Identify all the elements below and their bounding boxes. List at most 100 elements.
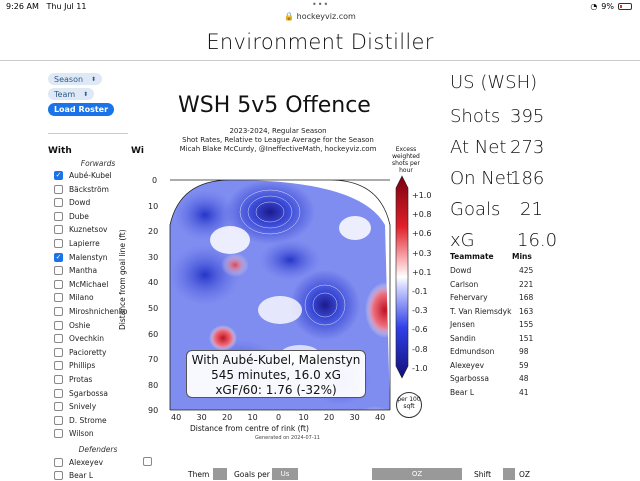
forward-row[interactable]: ✓ Malenstyn bbox=[54, 252, 108, 263]
summary-overlay: With Aubé-Kubel, Malenstyn 545 minutes, … bbox=[186, 350, 366, 398]
without-checkbox[interactable] bbox=[143, 457, 152, 466]
colorbar-tick-label: +0.6 bbox=[412, 229, 432, 239]
player-checkbox[interactable] bbox=[54, 458, 63, 467]
per-100-sqft-badge: per 100 sqft bbox=[396, 392, 422, 418]
overlay-line-2: 545 minutes, 16.0 xG bbox=[211, 368, 341, 382]
x-tick-label: 20 bbox=[222, 413, 233, 422]
url-bar[interactable]: 🔒 hockeyviz.com bbox=[0, 12, 640, 24]
teammate-mins: 163 bbox=[519, 306, 534, 316]
generated-date: Generated on 2024-07-11 bbox=[255, 435, 320, 441]
player-checkbox[interactable] bbox=[54, 429, 63, 439]
forward-row[interactable]: Snively bbox=[54, 401, 96, 412]
player-checkbox[interactable] bbox=[54, 266, 63, 276]
y-tick-label: 80 bbox=[148, 380, 159, 390]
teammate-mins: 41 bbox=[519, 387, 529, 397]
ios-status-bar: 9:26 AM Thu Jul 11 ••• ◔ 9% bbox=[0, 0, 640, 12]
player-name: Phillips bbox=[69, 361, 96, 371]
stat-value: 186 bbox=[510, 168, 545, 189]
forward-row[interactable]: Lapierre bbox=[54, 238, 100, 249]
player-checkbox[interactable]: ✓ bbox=[54, 252, 63, 262]
colorbar-tick-label: +0.1 bbox=[412, 267, 432, 277]
player-checkbox[interactable] bbox=[54, 320, 63, 330]
forward-row[interactable]: ✓ Aubé-Kubel bbox=[54, 170, 112, 181]
colorbar-tick-label: +0.3 bbox=[412, 248, 432, 258]
forward-row[interactable]: Bäckström bbox=[54, 184, 109, 195]
forward-row[interactable]: Phillips bbox=[54, 360, 95, 371]
player-checkbox[interactable] bbox=[54, 307, 63, 316]
team-select[interactable]: Team ⬍ bbox=[48, 88, 95, 100]
left-divider bbox=[48, 133, 128, 134]
player-checkbox[interactable] bbox=[54, 211, 63, 221]
bottom-controls: Them Goals per Us OZ Shift OZ bbox=[0, 466, 640, 480]
shift-toggle[interactable] bbox=[503, 468, 515, 480]
season-select[interactable]: Season ⬍ bbox=[48, 73, 103, 85]
player-checkbox[interactable] bbox=[54, 361, 63, 371]
us-toggle[interactable]: Us bbox=[272, 468, 298, 480]
player-name: Mantha bbox=[69, 266, 98, 276]
team-label: US (WSH) bbox=[450, 72, 538, 93]
player-name: Ovechkin bbox=[69, 334, 105, 344]
forward-row[interactable]: Kuznetsov bbox=[54, 224, 107, 235]
forward-row[interactable]: McMichael bbox=[54, 279, 108, 290]
shift-label: Shift bbox=[474, 470, 492, 479]
forward-row[interactable]: Miroshnichenko bbox=[54, 306, 127, 317]
multitask-dots[interactable]: ••• bbox=[312, 0, 330, 9]
y-tick-label: 30 bbox=[148, 252, 159, 262]
lock-icon: 🔒 bbox=[284, 12, 295, 21]
player-checkbox[interactable] bbox=[54, 225, 63, 235]
x-tick-label: 40 bbox=[171, 413, 182, 422]
stat-label: At Net bbox=[450, 137, 507, 158]
forward-row[interactable]: Protas bbox=[54, 374, 92, 385]
with-header: With bbox=[48, 146, 72, 156]
forward-row[interactable]: Oshie bbox=[54, 320, 90, 331]
forward-row[interactable]: Dube bbox=[54, 211, 89, 222]
player-checkbox[interactable] bbox=[54, 279, 63, 289]
player-checkbox[interactable] bbox=[54, 415, 63, 425]
chart-subtitle-3: Micah Blake McCurdy, @IneffectiveMath, h… bbox=[179, 145, 377, 153]
player-checkbox[interactable] bbox=[54, 293, 63, 303]
forward-row[interactable]: Mantha bbox=[54, 265, 97, 276]
forward-row[interactable]: Wilson bbox=[54, 428, 94, 439]
title-divider bbox=[0, 60, 640, 61]
colorbar-tick-label: -0.1 bbox=[412, 287, 428, 296]
forward-row[interactable]: D. Strome bbox=[54, 415, 107, 426]
player-name: Oshie bbox=[69, 320, 91, 330]
chart-title: WSH 5v5 Offence bbox=[178, 93, 371, 118]
colorbar-tick-label: -1.0 bbox=[412, 363, 428, 373]
y-tick-label: 60 bbox=[148, 329, 159, 339]
stat-value: 273 bbox=[510, 137, 545, 158]
load-roster-button[interactable]: Load Roster bbox=[48, 103, 114, 116]
chart-subtitle-2: Shot Rates, Relative to League Average f… bbox=[182, 136, 374, 144]
player-checkbox[interactable] bbox=[54, 402, 63, 412]
defender-row[interactable]: Alexeyev bbox=[54, 457, 103, 468]
goals-per-label: Goals per bbox=[234, 470, 270, 479]
overlay-line-3: xGF/60: 1.76 (-32%) bbox=[215, 383, 337, 397]
player-checkbox[interactable] bbox=[54, 375, 63, 384]
player-checkbox[interactable] bbox=[54, 184, 63, 194]
teammate-name: Jensen bbox=[450, 320, 475, 329]
player-checkbox[interactable] bbox=[54, 334, 63, 344]
x-tick-label: 40 bbox=[375, 413, 386, 422]
y-tick-label: 20 bbox=[148, 227, 159, 237]
forward-row[interactable]: Pacioretty bbox=[54, 347, 106, 358]
forward-row[interactable]: Dowd bbox=[54, 197, 90, 208]
forward-row[interactable]: Milano bbox=[54, 292, 94, 303]
forward-row[interactable]: Sgarbossa bbox=[54, 388, 108, 399]
player-checkbox[interactable] bbox=[54, 198, 63, 208]
forward-row[interactable]: Ovechkin bbox=[54, 333, 104, 344]
stat-value: 16.0 bbox=[517, 230, 558, 251]
player-checkbox[interactable] bbox=[54, 388, 63, 398]
player-name: Dube bbox=[69, 211, 89, 221]
player-name: Milano bbox=[69, 293, 94, 303]
player-checkbox[interactable]: ✓ bbox=[54, 171, 63, 180]
player-checkbox[interactable] bbox=[54, 347, 63, 357]
y-tick-label: 40 bbox=[148, 278, 159, 288]
them-toggle[interactable] bbox=[213, 468, 227, 480]
teammate-name: Edmundson bbox=[450, 347, 495, 356]
player-checkbox[interactable] bbox=[54, 239, 63, 248]
teammate-name: Bear L bbox=[450, 387, 475, 397]
oz-toggle[interactable]: OZ bbox=[372, 468, 462, 480]
x-tick-label: 10 bbox=[247, 413, 258, 422]
chart-subtitle: 2023-2024, Regular Season Shot Rates, Re… bbox=[168, 127, 388, 154]
stat-label: Shots bbox=[450, 106, 501, 127]
